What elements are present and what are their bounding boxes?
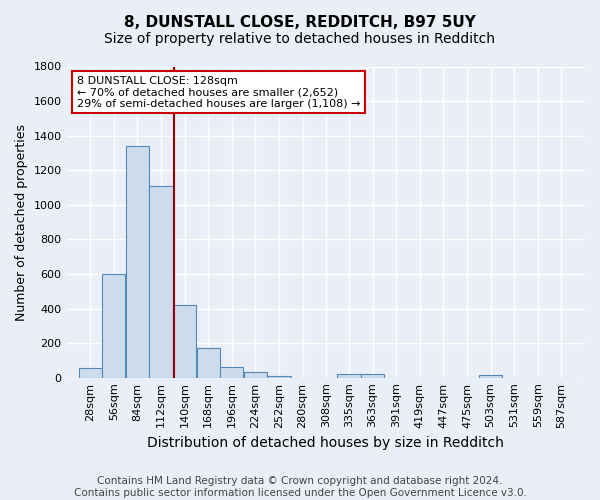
Bar (479, 375, 502, 378)
X-axis label: Distribution of detached houses by size in Redditch: Distribution of detached houses by size … (148, 436, 504, 450)
Bar (149, 186, 173, 378)
Text: 8, DUNSTALL CLOSE, REDDITCH, B97 5UY: 8, DUNSTALL CLOSE, REDDITCH, B97 5UY (124, 15, 476, 30)
Bar (79, 368, 102, 378)
Bar (268, 376, 290, 378)
Bar (173, 305, 196, 378)
Text: 8 DUNSTALL CLOSE: 128sqm
← 70% of detached houses are smaller (2,652)
29% of sem: 8 DUNSTALL CLOSE: 128sqm ← 70% of detach… (77, 76, 361, 109)
Bar (244, 372, 267, 378)
Bar (220, 368, 244, 378)
Text: Size of property relative to detached houses in Redditch: Size of property relative to detached ho… (104, 32, 496, 46)
Text: Contains HM Land Registry data © Crown copyright and database right 2024.
Contai: Contains HM Land Registry data © Crown c… (74, 476, 526, 498)
Bar (197, 348, 220, 378)
Bar (126, 146, 149, 378)
Bar (361, 374, 384, 378)
Bar (337, 374, 361, 378)
Bar (102, 274, 125, 378)
Y-axis label: Number of detached properties: Number of detached properties (15, 124, 28, 320)
